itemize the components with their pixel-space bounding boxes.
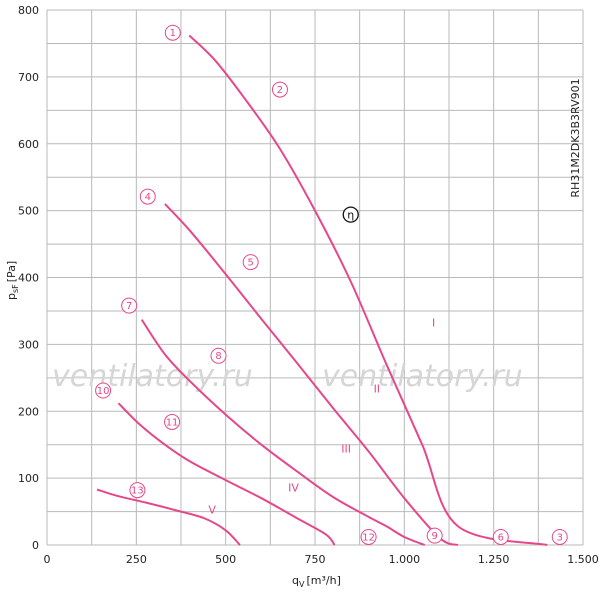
series-curve-III: [140, 319, 426, 546]
curve-marker-13: 13: [129, 482, 146, 499]
curve-marker-1: 1: [164, 24, 181, 41]
series-label-II: II: [374, 383, 381, 396]
marker-circle: [492, 528, 509, 545]
marker-number: 3: [557, 532, 563, 543]
marker-circle: [242, 254, 259, 271]
curve-marker-10: 10: [95, 382, 112, 399]
marker-number: 8: [215, 351, 221, 362]
curve-marker-12: 12: [360, 528, 377, 545]
eta-circle: [342, 206, 359, 223]
series-label-IV: IV: [288, 482, 299, 495]
watermark-right: ventilatory.ru: [322, 359, 523, 394]
y-axis-subscript: sF: [11, 284, 20, 293]
y-tick-label: 0: [32, 539, 39, 552]
eta-symbol: η: [347, 209, 354, 222]
x-tick-label: 500: [215, 553, 236, 566]
marker-circle: [95, 382, 112, 399]
x-axis-subscript: V: [299, 580, 305, 589]
x-tick-label: 750: [305, 553, 326, 566]
marker-circle: [121, 297, 138, 314]
x-axis-unit: [m³/h]: [306, 574, 340, 587]
x-axis-symbol: q: [292, 574, 299, 587]
x-tick-label: 1.500: [567, 553, 599, 566]
marker-circle: [164, 24, 181, 41]
marker-number: 7: [126, 301, 132, 312]
curve-marker-9: 9: [426, 527, 443, 544]
y-tick-label: 400: [18, 272, 39, 285]
marker-number: 13: [131, 486, 144, 497]
marker-number: 5: [247, 258, 253, 269]
y-tick-label: 800: [18, 4, 39, 17]
marker-number: 10: [97, 386, 110, 397]
curve-marker-5: 5: [242, 254, 259, 271]
y-tick-label: 300: [18, 338, 39, 351]
curve-marker-11: 11: [164, 413, 181, 430]
grid: [46, 9, 584, 546]
series-curve-I: [188, 34, 548, 546]
y-tick-label: 100: [18, 472, 39, 485]
y-axis-symbol: p: [5, 293, 18, 300]
efficiency-marker: η: [342, 206, 359, 223]
series-curve-V: [96, 488, 241, 546]
y-tick-label: 200: [18, 405, 39, 418]
curve-marker-6: 6: [492, 528, 509, 545]
marker-circle: [164, 413, 181, 430]
series-curve-IV: [117, 402, 336, 546]
y-axis-unit: [Pa]: [5, 261, 18, 282]
y-axis-label: psF [Pa]: [5, 261, 20, 300]
marker-number: 12: [362, 532, 375, 543]
x-tick-label: 0: [44, 553, 51, 566]
marker-number: 1: [170, 28, 176, 39]
series-curves: [96, 34, 548, 546]
marker-number: 6: [498, 532, 504, 543]
y-tick-label: 600: [18, 138, 39, 151]
series-label-III: III: [341, 443, 351, 456]
curve-marker-4: 4: [139, 188, 156, 205]
marker-circle: [426, 527, 443, 544]
watermarks: ventilatory.ru ventilatory.ru: [52, 359, 523, 394]
axis-ticks: 0 250 500 750 1.000 1.250 1.500 0 100 200 300 400 50…: [18, 4, 599, 566]
curve-marker-7: 7: [121, 297, 138, 314]
marker-circle: [129, 482, 146, 499]
marker-number: 4: [145, 192, 151, 203]
x-tick-label: 1.250: [478, 553, 510, 566]
marker-circle: [360, 528, 377, 545]
x-tick-label: 250: [126, 553, 147, 566]
marker-circle: [210, 347, 227, 364]
watermark-left: ventilatory.ru: [52, 359, 253, 394]
marker-circle: [551, 528, 568, 545]
curve-marker-3: 3: [551, 528, 568, 545]
marker-circle: [271, 81, 288, 98]
marker-number: 9: [432, 531, 438, 542]
x-tick-label: 1.000: [389, 553, 421, 566]
y-tick-label: 500: [18, 205, 39, 218]
series-curve-II: [164, 203, 459, 546]
series-label-I: I: [432, 316, 435, 329]
curve-marker-8: 8: [210, 347, 227, 364]
y-tick-label: 700: [18, 71, 39, 84]
marker-circle: [139, 188, 156, 205]
model-label: RH31M2DK3B3RV901: [569, 78, 582, 197]
curve-marker-2: 2: [271, 81, 288, 98]
marker-number: 11: [166, 417, 179, 428]
x-axis-label: qV [m³/h]: [292, 574, 341, 589]
series-label-V: V: [208, 504, 216, 517]
marker-number: 2: [277, 85, 283, 96]
